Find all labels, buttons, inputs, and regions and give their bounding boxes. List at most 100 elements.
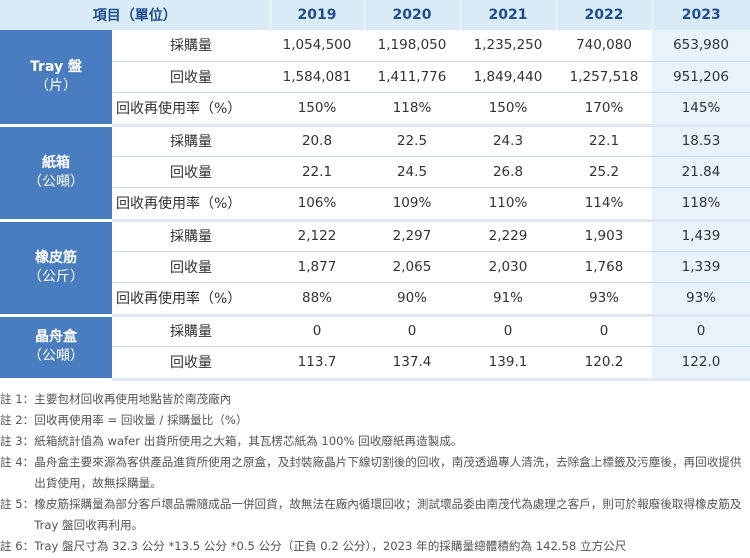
value-cell: 2,065 (364, 251, 460, 283)
value-cell: 24.3 (460, 125, 556, 157)
value-cell-2023: 145% (652, 92, 750, 127)
category-cell: 紙箱 （公噸） (0, 125, 112, 222)
table-header-row: 項目（單位） 2019 2020 2021 2022 2023 (0, 0, 750, 30)
footnote-key: 註 6： (0, 538, 35, 553)
value-cell: 139.1 (460, 346, 556, 381)
value-cell: 1,768 (556, 251, 652, 283)
category-unit: （公斤） (28, 268, 84, 285)
header-year: 2022 (556, 0, 653, 30)
value-cell-2023: 122.0 (652, 346, 750, 381)
row-label: 採購量 (112, 220, 270, 252)
footnotes: 註 1： 主要包材回收再使用地點皆於南茂廠內 註 2： 回收再使用率 = 回收量… (0, 389, 750, 557)
footnote-key: 註 1： (0, 391, 35, 406)
footnote: 註 2： 回收再使用率 = 回收量 / 採購量比（%） (0, 410, 750, 431)
value-cell: 0 (556, 315, 652, 347)
value-cell: 2,229 (460, 220, 556, 252)
value-cell: 90% (364, 282, 460, 317)
row-label: 回收再使用率（%） (112, 92, 270, 127)
footnote-text: 紙箱統計值為 wafer 出貨所使用之大箱，其瓦楞芯紙為 100% 回收廢紙再造… (34, 433, 463, 448)
value-cell: 740,080 (556, 30, 652, 62)
value-cell: 93% (556, 282, 652, 317)
footnote-key: 註 5： (0, 496, 35, 511)
value-cell: 1,411,776 (364, 61, 460, 93)
value-cell: 1,235,250 (460, 30, 556, 62)
category-cell: 橡皮筋 （公斤） (0, 220, 112, 317)
category-name: 紙箱 (42, 154, 70, 171)
footnote: 註 6： Tray 盤尺寸為 32.3 公分 *13.5 公分 *0.5 公分（… (0, 536, 750, 557)
value-cell: 1,877 (270, 251, 364, 283)
value-cell: 113.7 (270, 346, 364, 381)
footnote: 註 3： 紙箱統計值為 wafer 出貨所使用之大箱，其瓦楞芯紙為 100% 回… (0, 431, 750, 452)
value-cell: 120.2 (556, 346, 652, 381)
value-cell: 22.1 (556, 125, 652, 157)
value-cell-2023: 93% (652, 282, 750, 317)
value-cell: 0 (364, 315, 460, 347)
category-name: 晶舟盒 (35, 329, 77, 345)
value-cell: 109% (364, 187, 460, 222)
value-cell: 26.8 (460, 156, 556, 188)
value-cell: 114% (556, 187, 652, 222)
header-year: 2021 (460, 0, 557, 30)
footnote-text: 晶舟盒主要來源為客供產品進貨所使用之原盒，及封裝廠晶片下線切割後的回收，南茂透過… (34, 454, 742, 490)
table-row: 回收再使用率（%） 88% 90% 91% 93% 93% (0, 282, 750, 317)
footnote-key: 註 4： (0, 454, 35, 469)
row-label: 回收再使用率（%） (112, 282, 270, 317)
row-label: 回收量 (112, 251, 270, 283)
table-row: 回收再使用率（%） 150% 118% 150% 170% 145% (0, 92, 750, 127)
header-year: 2020 (364, 0, 461, 30)
value-cell-2023: 18.53 (652, 125, 750, 157)
value-cell: 150% (270, 92, 364, 127)
header-year: 2019 (270, 0, 365, 30)
row-label: 回收量 (112, 346, 270, 381)
table-row: 紙箱 （公噸） 採購量 20.8 22.5 24.3 22.1 18.53 (0, 125, 750, 222)
value-cell: 91% (460, 282, 556, 317)
table-row: 橡皮筋 （公斤） 採購量 2,122 2,297 2,229 1,903 1,4… (0, 220, 750, 317)
value-cell: 22.1 (270, 156, 364, 188)
value-cell: 1,257,518 (556, 61, 652, 93)
category-unit: （片） (35, 77, 77, 94)
materials-table: 項目（單位） 2019 2020 2021 2022 2023 Tray 盤 （… (0, 0, 750, 381)
footnote-text: 主要包材回收再使用地點皆於南茂廠內 (34, 391, 232, 406)
table-row: 晶舟盒 （公噸） 採購量 0 0 0 0 0 (0, 315, 750, 381)
value-cell: 2,297 (364, 220, 460, 252)
footnote-key: 註 3： (0, 433, 35, 448)
value-cell: 106% (270, 187, 364, 222)
footnote-text: Tray 盤尺寸為 32.3 公分 *13.5 公分 *0.5 公分（正負 0.… (34, 538, 627, 553)
value-cell: 110% (460, 187, 556, 222)
row-label: 採購量 (112, 315, 270, 347)
value-cell: 1,849,440 (460, 61, 556, 93)
table-row: 回收量 113.7 137.4 139.1 120.2 122.0 (0, 346, 750, 381)
category-name: Tray 盤 (30, 58, 82, 75)
table-row: 回收量 22.1 24.5 26.8 25.2 21.84 (0, 156, 750, 188)
value-cell: 1,903 (556, 220, 652, 252)
value-cell-2023: 21.84 (652, 156, 750, 188)
value-cell: 88% (270, 282, 364, 317)
value-cell: 22.5 (364, 125, 460, 157)
row-label: 採購量 (112, 125, 270, 157)
category-unit: （公噸） (28, 173, 84, 190)
value-cell-2023: 653,980 (652, 30, 750, 62)
table-row: 回收量 1,877 2,065 2,030 1,768 1,339 (0, 251, 750, 283)
header-year: 2023 (652, 0, 750, 30)
value-cell: 118% (364, 92, 460, 127)
category-name: 橡皮筋 (35, 249, 77, 266)
footnote-text: 回收再使用率 = 回收量 / 採購量比（%） (34, 412, 248, 427)
value-cell: 0 (270, 315, 364, 347)
footnote: 註 1： 主要包材回收再使用地點皆於南茂廠內 (0, 389, 750, 410)
value-cell: 150% (460, 92, 556, 127)
value-cell-2023: 951,206 (652, 61, 750, 93)
value-cell-2023: 118% (652, 187, 750, 222)
footnote-text: 橡皮筋採購量為部分客戶壞品需隨成品一併回貨，故無法在廠內循環回收；測試壞品委由南… (34, 496, 742, 532)
row-label: 採購量 (112, 30, 270, 62)
table-row: Tray 盤 （片） 採購量 1,054,500 1,198,050 1,235… (0, 30, 750, 127)
value-cell-2023: 0 (652, 315, 750, 347)
value-cell: 1,198,050 (364, 30, 460, 62)
table-row: 回收再使用率（%） 106% 109% 110% 114% 118% (0, 187, 750, 222)
value-cell: 0 (460, 315, 556, 347)
value-cell: 2,122 (270, 220, 364, 252)
category-cell: 晶舟盒 （公噸） (0, 315, 112, 381)
value-cell: 137.4 (364, 346, 460, 381)
value-cell: 2,030 (460, 251, 556, 283)
value-cell: 1,584,081 (270, 61, 364, 93)
table-row: 回收量 1,584,081 1,411,776 1,849,440 1,257,… (0, 61, 750, 93)
